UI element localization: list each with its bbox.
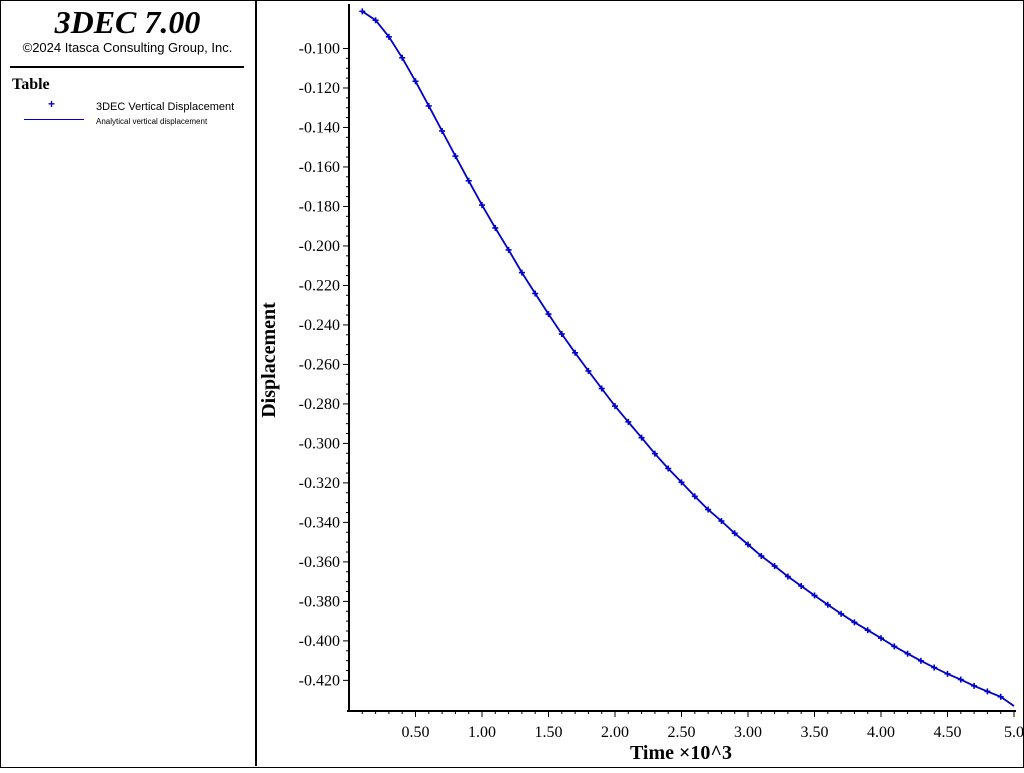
y-tick-label: -0.320	[299, 475, 340, 492]
analytical-series-group	[361, 10, 1015, 707]
y-tick-label: -0.140	[299, 119, 340, 136]
y-tick-label: -0.160	[299, 159, 340, 176]
data-point-marker	[931, 664, 938, 671]
legend-title: Table	[12, 76, 50, 93]
data-point-marker	[625, 418, 632, 425]
data-point-marker	[518, 269, 525, 276]
data-point-marker	[851, 619, 858, 626]
y-tick-label: -0.180	[299, 198, 340, 215]
data-point-marker	[891, 643, 898, 650]
y-tick-label: -0.280	[299, 396, 340, 413]
data-point-marker	[771, 563, 778, 570]
data-point-marker	[558, 331, 565, 338]
x-tick-label: 3.00	[734, 724, 762, 741]
legend-entry-label: Analytical vertical displacement	[96, 117, 208, 126]
data-point-marker	[425, 102, 432, 109]
data-point-marker	[532, 290, 539, 297]
sidebar-divider	[10, 66, 244, 68]
data-point-marker	[878, 635, 884, 642]
data-point-marker	[359, 8, 366, 15]
legend-entry-label: 3DEC Vertical Displacement	[96, 101, 235, 113]
data-point-marker	[638, 434, 645, 441]
data-point-marker	[585, 367, 592, 374]
y-tick-label: -0.300	[299, 435, 340, 452]
y-tick-label: -0.360	[299, 554, 340, 571]
x-tick-label: 0.50	[402, 724, 430, 741]
data-point-marker	[612, 403, 618, 410]
data-point-marker	[838, 610, 845, 617]
copyright-text: ©2024 Itasca Consulting Group, Inc.	[22, 40, 233, 55]
data-point-marker	[811, 592, 818, 599]
data-point-marker	[745, 541, 751, 548]
data-point-marker	[572, 349, 579, 356]
data-point-marker	[691, 493, 698, 500]
y-tick-label: -0.400	[299, 633, 340, 650]
y-tick-label: -0.340	[299, 514, 340, 531]
legend-entry-analytical: Analytical vertical displacement	[22, 111, 207, 129]
axes-group: -0.100 -0.120 -0.140 -0.160 -0.180 -0.200 -0.2…	[299, 4, 1024, 741]
data-point-marker	[452, 153, 459, 160]
y-tick-label: -0.240	[299, 317, 340, 334]
data-point-marker	[997, 693, 1004, 700]
analytical-displacement-line	[361, 10, 1015, 707]
data-point-marker	[412, 78, 419, 85]
data-point-marker	[784, 573, 791, 580]
data-point-marker	[944, 670, 951, 677]
line-symbol-icon	[22, 114, 84, 126]
data-point-marker	[399, 54, 406, 61]
x-tick-label: 4.00	[867, 724, 895, 741]
data-point-marker	[545, 311, 552, 318]
legend-entry-3dec: +3DEC Vertical Displacement	[22, 96, 234, 115]
data-point-marker	[665, 465, 672, 472]
x-tick-label: 3.50	[801, 724, 829, 741]
plus-marker-icon: +	[48, 96, 56, 111]
data-point-marker	[758, 552, 765, 559]
y-tick-label: -0.380	[299, 593, 340, 610]
data-point-marker	[864, 627, 871, 634]
data-point-marker	[705, 506, 712, 513]
data-point-marker	[731, 530, 738, 537]
data-point-marker	[824, 601, 831, 608]
x-tick-label: 1.00	[468, 724, 496, 741]
data-point-marker	[678, 479, 685, 486]
data-point-marker	[439, 128, 446, 135]
y-tick-label: -0.100	[299, 40, 340, 57]
y-tick-label: -0.420	[299, 672, 340, 689]
x-tick-label: 4.50	[934, 724, 962, 741]
y-axis-label: Displacement	[258, 302, 280, 418]
data-point-marker	[479, 202, 485, 209]
data-point-marker	[651, 450, 658, 457]
x-axis-label: Time ×10^3	[630, 742, 732, 764]
app-title: 3DEC 7.00	[54, 4, 201, 40]
sidebar-panel: 3DEC 7.00 ©2024 Itasca Consulting Group,…	[0, 0, 257, 766]
x-tick-label: 2.00	[601, 724, 629, 741]
data-point-marker	[984, 688, 991, 695]
y-tick-label: -0.200	[299, 238, 340, 255]
y-tick-label: -0.120	[299, 80, 340, 97]
data-point-marker	[492, 224, 499, 231]
data-point-marker	[372, 17, 379, 24]
data-point-marker	[957, 676, 964, 683]
data-point-marker	[465, 177, 472, 184]
data-point-marker	[598, 385, 605, 392]
3dec-series-group	[359, 8, 1004, 700]
x-tick-label: 5.0	[1004, 724, 1024, 741]
data-point-marker	[798, 582, 805, 589]
data-point-marker	[971, 682, 978, 689]
data-point-marker	[917, 657, 924, 664]
data-point-marker	[505, 246, 512, 253]
x-tick-label: 1.50	[535, 724, 563, 741]
data-point-marker	[904, 650, 911, 657]
x-tick-label: 2.50	[668, 724, 696, 741]
y-tick-label: -0.220	[299, 277, 340, 294]
y-tick-label: -0.260	[299, 356, 340, 373]
data-point-marker	[718, 518, 725, 525]
data-point-marker	[385, 33, 392, 40]
